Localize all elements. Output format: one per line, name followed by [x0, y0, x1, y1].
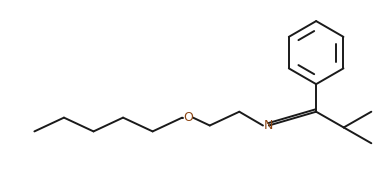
Text: O: O — [183, 111, 193, 124]
Text: N: N — [264, 119, 274, 132]
